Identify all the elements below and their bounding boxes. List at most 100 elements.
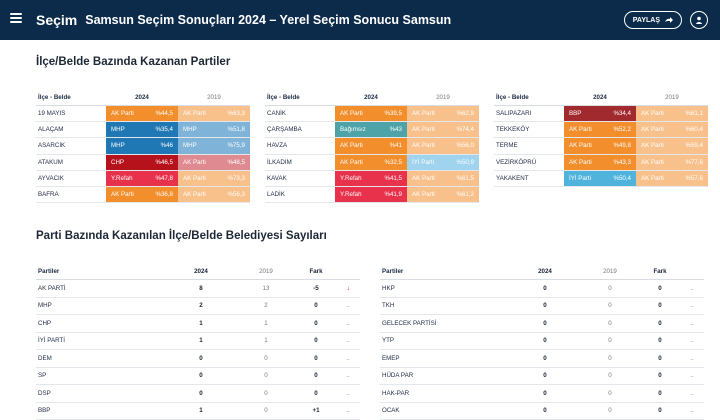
district-name[interactable]: AYVACIK (36, 175, 106, 182)
menu-icon[interactable] (10, 13, 22, 23)
party-name: AK Parti (412, 191, 435, 198)
party-name[interactable]: HÜDA PAR (380, 372, 510, 379)
party-name[interactable]: HAK-PAR (380, 390, 510, 397)
district-name[interactable]: ALAÇAM (36, 126, 106, 133)
district-name[interactable]: KAVAK (265, 175, 335, 182)
column-header-2019: 2019 (178, 90, 250, 105)
party-name[interactable]: AK PARTİ (36, 285, 166, 292)
share-button[interactable]: PAYLAŞ (624, 11, 682, 29)
district-name[interactable]: HAVZA (265, 142, 335, 149)
party-name: AK Parti (183, 110, 206, 117)
party-name[interactable]: YTP (380, 337, 510, 344)
party-name[interactable]: OCAK (380, 407, 510, 414)
party-name: CHP (111, 159, 124, 166)
vote-percent: %74,4 (456, 126, 474, 133)
brand-logo[interactable]: Seçim (36, 12, 77, 28)
trend-icon: .. (336, 302, 360, 309)
count-diff: 0 (640, 285, 680, 292)
trend-icon: .. (680, 320, 704, 327)
district-name[interactable]: SALIPAZARI (494, 110, 564, 117)
party-name[interactable]: HKP (380, 285, 510, 292)
vote-percent: %46,5 (155, 159, 173, 166)
party-name: MHP (111, 142, 125, 149)
district-name[interactable]: YAKAKENT (494, 175, 564, 182)
party-name[interactable]: GELECEK PARTİSİ (380, 320, 510, 327)
district-name[interactable]: VEZİRKÖPRÜ (494, 159, 564, 166)
party-name[interactable]: EMEP (380, 355, 510, 362)
count-2024: 0 (166, 390, 236, 397)
district-name[interactable]: TEKKEKÖY (494, 126, 564, 133)
winner-2024-cell: AK Parti%32,5 (335, 155, 407, 170)
district-name[interactable]: LADİK (265, 191, 335, 198)
district-name[interactable]: 19 MAYIS (36, 110, 106, 117)
party-name[interactable]: TKH (380, 302, 510, 309)
party-name: AK Parti (569, 159, 592, 166)
district-name[interactable]: ASARCIK (36, 142, 106, 149)
party-name[interactable]: MHP (36, 302, 166, 309)
column-header-2024: 2024 (106, 90, 178, 105)
party-name[interactable]: İYİ PARTİ (36, 337, 166, 344)
trend-icon: .. (336, 355, 360, 362)
district-name[interactable]: BAFRA (36, 191, 106, 198)
district-name[interactable]: ÇARŞAMBA (265, 126, 335, 133)
count-2024: 0 (166, 372, 236, 379)
user-account-button[interactable] (690, 11, 708, 29)
party-name[interactable]: DEM (36, 355, 166, 362)
trend-icon: .. (336, 320, 360, 327)
district-name[interactable]: TERME (494, 142, 564, 149)
party-name: AK Parti (641, 142, 664, 149)
party-name: AK Parti (569, 142, 592, 149)
district-name[interactable]: ATAKUM (36, 159, 106, 166)
vote-percent: %32,5 (384, 159, 402, 166)
column-header-diff: Fark (640, 268, 680, 275)
vote-percent: %50,4 (613, 175, 631, 182)
party-name[interactable]: SP (36, 372, 166, 379)
party-name: İYİ Parti (412, 159, 434, 166)
party-name[interactable]: DSP (36, 390, 166, 397)
winner-2019-cell: AK Parti%61,5 (407, 171, 479, 186)
column-header-district: İlçe - Belde (36, 94, 106, 101)
count-diff: 0 (640, 407, 680, 414)
winner-2024-cell: AK Parti%49,8 (564, 138, 636, 153)
vote-percent: %51,8 (227, 126, 245, 133)
party-name[interactable]: BBP (36, 407, 166, 414)
district-name[interactable]: CANİK (265, 110, 335, 117)
party-name[interactable]: CHP (36, 320, 166, 327)
party-name: AK Parti (641, 175, 664, 182)
district-name[interactable]: İLKADIM (265, 159, 335, 166)
vote-percent: %41,9 (384, 191, 402, 198)
